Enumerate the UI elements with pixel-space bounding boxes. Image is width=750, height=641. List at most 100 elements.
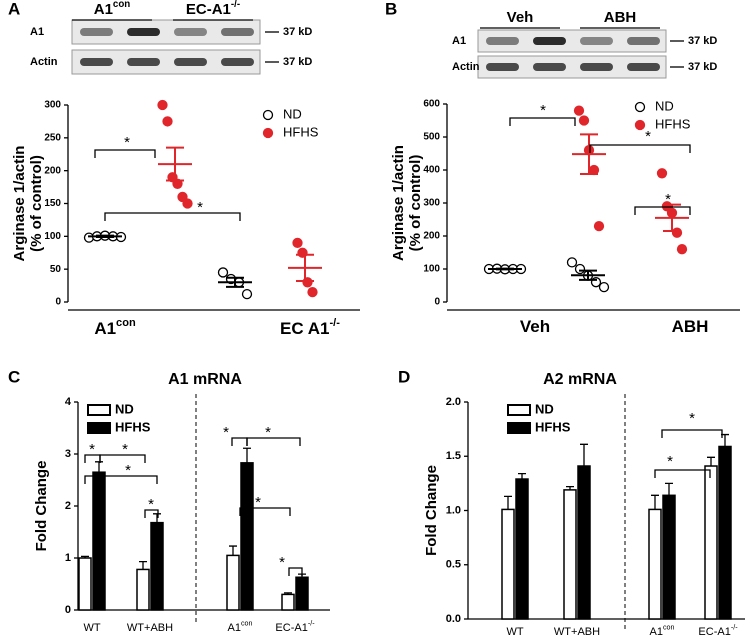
y-tick-label: 1 xyxy=(65,552,71,564)
chart-title: A1 mRNA xyxy=(168,371,242,388)
significance-star: * xyxy=(255,494,261,511)
marker-label: 37 kD xyxy=(688,35,717,47)
y-axis-label: Fold Change xyxy=(33,461,50,552)
bar xyxy=(704,465,718,620)
y-tick-label: 0 xyxy=(55,297,61,308)
significance-star: * xyxy=(645,128,651,145)
bar xyxy=(92,471,106,611)
y-tick-label: 4 xyxy=(65,396,72,408)
bracket xyxy=(94,149,156,158)
error-bar xyxy=(243,447,251,463)
bracket xyxy=(589,144,691,153)
legend-label: ND xyxy=(283,106,302,121)
error-bar xyxy=(96,234,114,238)
blot-column-label: ABH xyxy=(604,9,637,26)
blot-band xyxy=(533,63,566,71)
error-bar xyxy=(95,461,103,473)
data-point xyxy=(656,168,668,179)
y-tick-label: 3 xyxy=(65,448,71,460)
error-bar xyxy=(707,456,715,467)
blot-band xyxy=(580,37,613,45)
x-tick-label: WT xyxy=(83,622,100,634)
y-axis-label: Arginase 1/actin xyxy=(11,146,28,262)
data-point xyxy=(217,267,229,278)
bar xyxy=(78,557,92,611)
legend-label: HFHS xyxy=(655,116,691,131)
bracket xyxy=(661,429,723,438)
x-tick-label-base: A1 xyxy=(228,622,241,634)
x-tick-label-base: WT+ABH xyxy=(127,622,173,634)
legend-swatch xyxy=(507,422,531,434)
blot-band xyxy=(533,37,566,45)
x-tick-label-sup: -/- xyxy=(330,317,341,329)
y-tick-label: 200 xyxy=(423,231,440,242)
panel-label: B xyxy=(385,0,397,18)
legend-label: HFHS xyxy=(535,419,571,434)
legend-swatch xyxy=(87,404,111,416)
legend-swatch xyxy=(507,404,531,416)
blot-band xyxy=(174,28,207,36)
bar xyxy=(150,521,164,611)
legend-swatch xyxy=(262,127,274,139)
bracket xyxy=(239,507,291,516)
x-tick-label: A1con xyxy=(94,317,136,338)
x-tick-label: EC-A1-/- xyxy=(275,619,315,633)
significance-star: * xyxy=(223,424,229,441)
data-point xyxy=(241,288,253,300)
x-tick-label-sup: -/- xyxy=(731,623,738,631)
data-point xyxy=(307,286,318,298)
y-tick-label: 500 xyxy=(423,132,440,143)
bracket xyxy=(654,469,711,478)
y-axis-label: Arginase 1/actin xyxy=(390,145,407,261)
blot-band xyxy=(80,28,113,36)
data-point xyxy=(162,116,173,127)
error-bar xyxy=(665,482,673,496)
bracket xyxy=(509,117,576,126)
significance-star: * xyxy=(665,191,671,208)
blot-band xyxy=(486,37,519,45)
significance-star: * xyxy=(148,496,154,513)
blot-band xyxy=(221,28,254,36)
bracket xyxy=(634,206,691,215)
bracket xyxy=(144,509,159,518)
x-tick-label: WT+ABH xyxy=(127,622,173,634)
legend-label: ND xyxy=(535,401,554,416)
x-tick-label: A1con xyxy=(228,619,253,633)
blot-row-label: A1 xyxy=(452,35,466,47)
bar xyxy=(648,508,662,620)
blot-column-label: A1con xyxy=(94,0,131,18)
error-bar xyxy=(153,513,161,523)
bar xyxy=(226,554,240,611)
blot-band xyxy=(127,58,160,66)
x-tick-label: ABH xyxy=(672,317,709,336)
legend-label: ND xyxy=(115,401,134,416)
panel-label: C xyxy=(8,367,20,386)
significance-star: * xyxy=(279,554,285,571)
x-tick-label: A1con xyxy=(650,623,675,637)
marker-label: 37 kD xyxy=(283,56,312,68)
significance-star: * xyxy=(124,134,130,151)
y-tick-label: 1.0 xyxy=(446,504,461,516)
error-bar xyxy=(651,494,659,510)
bar xyxy=(295,576,309,611)
bracket xyxy=(231,437,248,446)
y-axis-label: Fold Change xyxy=(423,465,440,556)
x-tick-label-base: WT xyxy=(506,626,523,638)
data-point xyxy=(671,227,683,238)
significance-star: * xyxy=(122,441,128,458)
legend-swatch xyxy=(634,119,646,131)
bar xyxy=(515,478,529,620)
x-tick-label-base: A1 xyxy=(94,319,116,338)
x-tick-label: EC-A1-/- xyxy=(698,623,738,637)
error-bar xyxy=(579,269,597,281)
blot-band xyxy=(127,28,160,36)
x-tick-label-sup: con xyxy=(116,317,136,329)
blot-band xyxy=(486,63,519,71)
y-tick-label: 100 xyxy=(44,231,61,242)
error-bar xyxy=(226,276,244,288)
significance-star: * xyxy=(689,410,695,427)
significance-star: * xyxy=(125,462,131,479)
bar xyxy=(577,465,591,620)
legend-label: HFHS xyxy=(115,419,151,434)
